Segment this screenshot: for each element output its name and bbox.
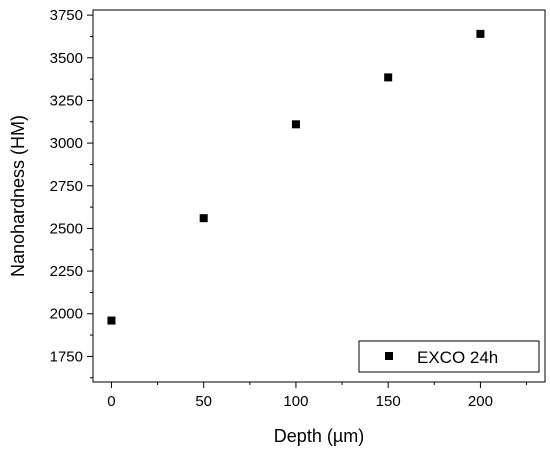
legend: EXCO 24h xyxy=(358,340,540,373)
y-tick-label: 3000 xyxy=(50,135,83,152)
y-tick-label: 2250 xyxy=(50,263,83,280)
y-tick-label: 1750 xyxy=(50,348,83,365)
data-point xyxy=(476,29,485,38)
x-tick-label: 50 xyxy=(195,393,212,410)
legend-label: EXCO 24h xyxy=(417,348,498,367)
y-axis-ticks: 1750 2000 2250 2500 2750 3000 3250 3500 3750 xyxy=(50,7,93,379)
y-tick-label: 2000 xyxy=(50,306,83,323)
x-tick-label: 150 xyxy=(376,393,401,410)
y-tick-label: 3250 xyxy=(50,92,83,109)
x-axis-title: Depth (µm) xyxy=(274,426,364,446)
plot-frame xyxy=(92,9,546,383)
y-tick-label: 3500 xyxy=(50,50,83,67)
y-tick-label: 2500 xyxy=(50,220,83,237)
data-point xyxy=(291,120,300,129)
y-axis-title: Nanohardness (HM) xyxy=(8,115,28,277)
y-tick-label: 3750 xyxy=(50,7,83,24)
x-axis-ticks: 0 50 100 150 200 xyxy=(107,382,528,410)
data-point xyxy=(107,316,116,325)
x-tick-label: 100 xyxy=(283,393,308,410)
data-point xyxy=(384,73,393,82)
x-tick-label: 0 xyxy=(107,393,115,410)
data-point xyxy=(199,214,208,223)
y-tick-label: 2750 xyxy=(50,178,83,195)
x-tick-label: 200 xyxy=(468,393,493,410)
data-points xyxy=(107,29,485,325)
legend-marker xyxy=(385,352,393,360)
